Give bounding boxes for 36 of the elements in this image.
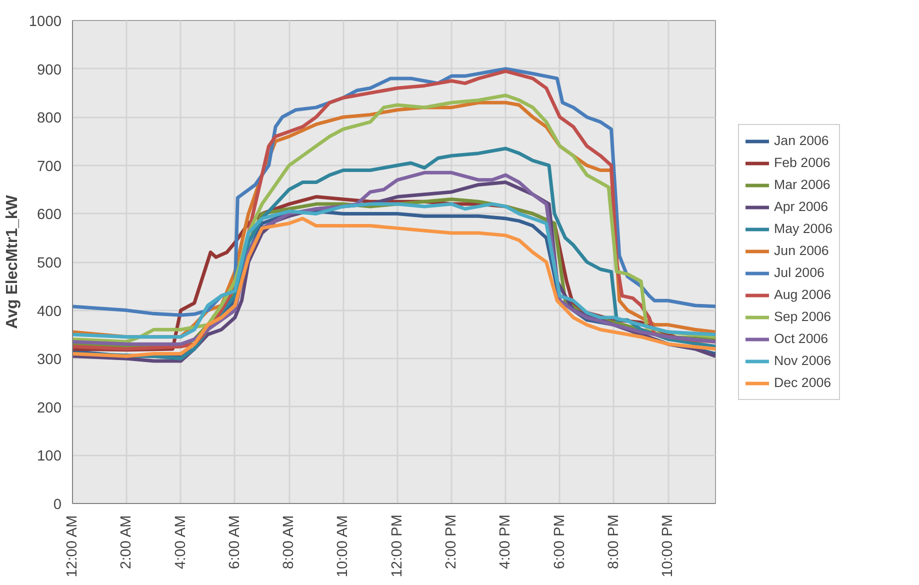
- y-tick-label: 100: [37, 448, 62, 465]
- y-tick-label: 600: [37, 207, 62, 224]
- x-tick-label: 6:00 AM: [226, 515, 243, 570]
- legend-label: Oct 2006: [774, 331, 828, 346]
- legend-label: Dec 2006: [774, 375, 832, 390]
- x-tick-label: 2:00 PM: [444, 514, 460, 570]
- y-tick-label: 1000: [28, 14, 62, 30]
- x-tick-label: 12:00 PM: [389, 514, 406, 578]
- legend-label: Jan 2006: [774, 133, 829, 148]
- legend-label: Jun 2006: [774, 243, 829, 258]
- x-tick-label: 4:00 PM: [498, 514, 514, 570]
- x-tick-label: 10:00 PM: [660, 514, 676, 578]
- x-tick-label: 8:00 AM: [281, 515, 298, 570]
- legend-label: Nov 2006: [774, 353, 832, 368]
- y-tick-label: 200: [37, 400, 62, 416]
- x-tick-label: 10:00 AM: [335, 515, 352, 578]
- y-tick-label: 300: [37, 352, 62, 368]
- y-axis-title: Avg ElecMtr1_kW: [4, 194, 21, 329]
- legend-label: May 2006: [774, 221, 833, 236]
- x-tick-label: 2:00 AM: [118, 515, 135, 570]
- x-tick-label: 8:00 PM: [606, 514, 622, 570]
- x-tick-label: 4:00 AM: [172, 515, 189, 570]
- legend-label: Aug 2006: [774, 287, 832, 302]
- y-tick-label: 500: [37, 256, 62, 272]
- y-tick-label: 800: [37, 110, 62, 127]
- legend-label: Apr 2006: [774, 199, 828, 214]
- y-tick-label: 400: [37, 304, 62, 320]
- y-tick-label: 700: [37, 158, 62, 175]
- x-tick-label: 12:00 AM: [64, 515, 80, 578]
- legend-label: Jul 2006: [774, 265, 824, 280]
- legend-label: Mar 2006: [774, 177, 830, 192]
- x-tick-label: 6:00 PM: [552, 514, 568, 570]
- legend-label: Sep 2006: [774, 309, 832, 324]
- y-tick-label: 0: [53, 497, 62, 513]
- y-tick-label: 900: [37, 62, 62, 78]
- legend-label: Feb 2006: [774, 155, 830, 170]
